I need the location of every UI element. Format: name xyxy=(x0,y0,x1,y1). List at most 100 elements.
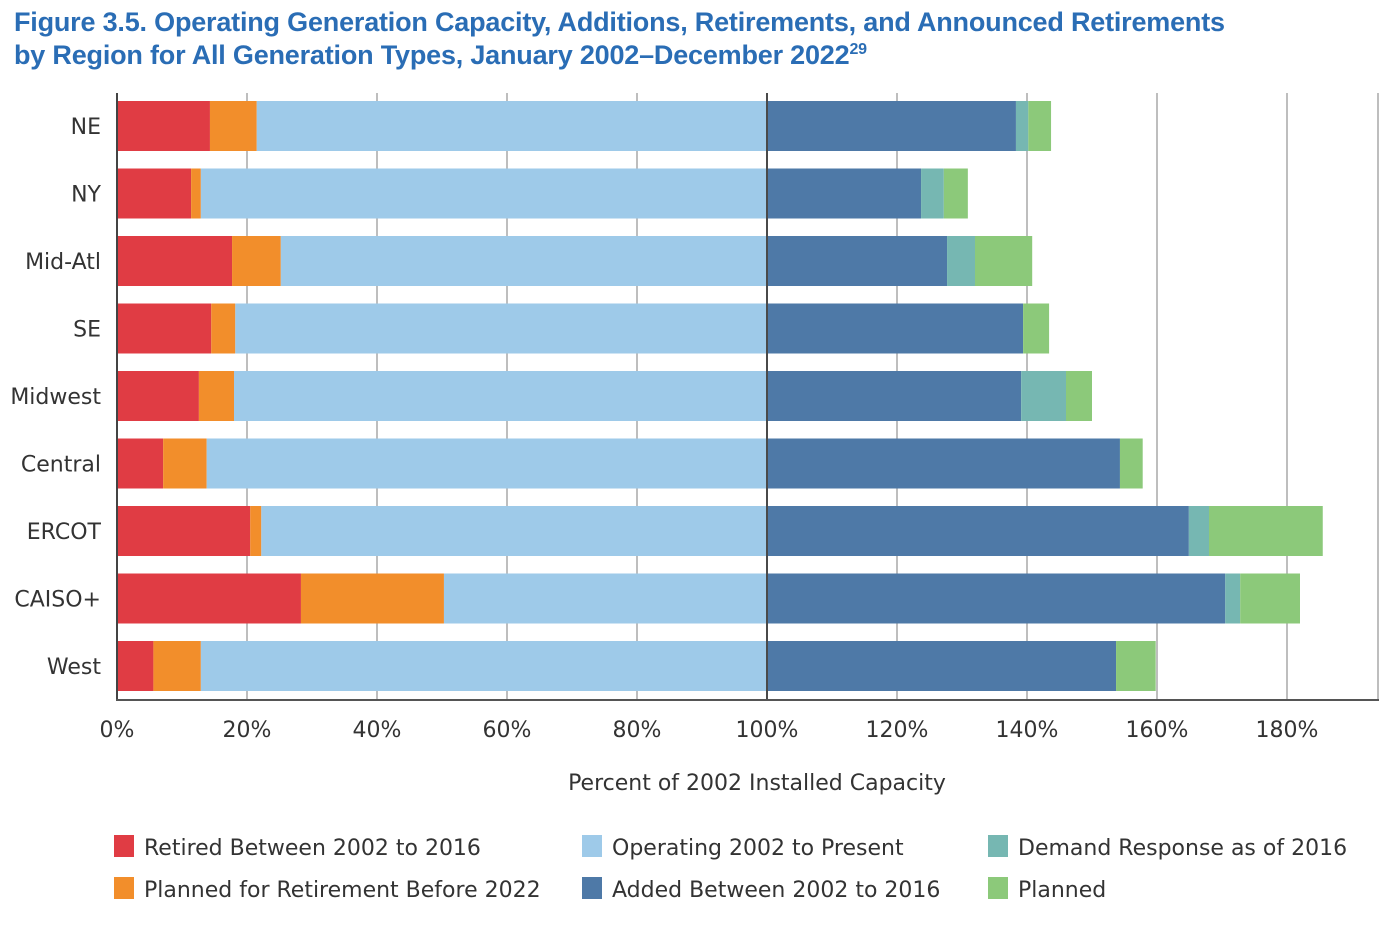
bar-segment xyxy=(200,168,768,219)
category-label: NY xyxy=(71,183,101,208)
bar-segment xyxy=(1240,573,1300,624)
bar-segment xyxy=(256,101,767,151)
legend-swatch xyxy=(114,877,134,899)
category-label: CAISO+ xyxy=(14,588,101,613)
bar-segment xyxy=(280,236,767,286)
legend-swatch xyxy=(988,877,1008,899)
bar-segment xyxy=(1015,101,1029,151)
bar-segment xyxy=(117,303,212,354)
chart-title-line-2: by Region for All Generation Types, Janu… xyxy=(14,40,867,70)
bar-segment xyxy=(1021,371,1066,421)
bar-segment xyxy=(117,168,192,219)
bar-segment xyxy=(234,371,767,421)
bar-group xyxy=(117,506,1323,556)
bar-segment xyxy=(767,371,1022,421)
bar-segment xyxy=(947,236,975,286)
bar-segment xyxy=(767,236,948,286)
bar-segment xyxy=(211,303,236,354)
legend-item: Operating 2002 to Present xyxy=(582,835,904,861)
bar-group xyxy=(117,371,1092,421)
bar-group xyxy=(117,641,1156,691)
bar-group xyxy=(117,303,1050,354)
bar-segment xyxy=(191,168,201,219)
legend-label: Retired Between 2002 to 2016 xyxy=(144,836,481,861)
bar-segment xyxy=(1116,641,1156,691)
category-label: SE xyxy=(73,318,101,343)
bar-segment xyxy=(261,506,767,556)
legend-label: Planned xyxy=(1018,878,1106,903)
bar-group xyxy=(117,573,1300,624)
bar-segment xyxy=(206,438,767,489)
bar-segment xyxy=(232,236,281,286)
category-label: Central xyxy=(21,453,101,478)
bar-group xyxy=(117,168,968,219)
x-tick-label: 60% xyxy=(483,718,532,743)
chart-title: Figure 3.5. Operating Generation Capacit… xyxy=(14,6,1394,72)
category-label: West xyxy=(47,655,101,680)
bar-segment xyxy=(1225,573,1241,624)
x-tick-label: 180% xyxy=(1256,718,1319,743)
bar-segment xyxy=(117,371,199,421)
bar-segment xyxy=(975,236,1033,286)
bar-segment xyxy=(117,438,164,489)
bar-group xyxy=(117,236,1033,286)
bars xyxy=(117,101,1323,691)
bar-group xyxy=(117,101,1052,151)
bar-segment xyxy=(163,438,207,489)
bar-segment xyxy=(250,506,262,556)
legend-label: Planned for Retirement Before 2022 xyxy=(144,878,541,903)
category-labels: NE NY Mid-Atl SE Midwest Central ERCOT CAISO+ We… xyxy=(10,115,101,680)
bar-segment xyxy=(117,101,210,151)
category-label: NE xyxy=(71,115,101,140)
x-tick-label: 20% xyxy=(223,718,272,743)
x-tick-label: 80% xyxy=(613,718,662,743)
bar-segment xyxy=(235,303,768,354)
bar-segment xyxy=(117,641,154,691)
legend-swatch xyxy=(582,835,602,857)
bar-segment xyxy=(767,438,1120,489)
bar-segment xyxy=(1023,303,1050,354)
x-tick-label: 0% xyxy=(100,718,135,743)
bar-segment xyxy=(1028,101,1052,151)
x-tick-label: 140% xyxy=(996,718,1059,743)
bar-segment xyxy=(767,101,1016,151)
legend-item: Planned xyxy=(988,877,1106,903)
legend-swatch xyxy=(114,835,134,857)
bar-segment xyxy=(300,573,444,624)
bar-group xyxy=(117,438,1143,489)
title-footnote: 29 xyxy=(849,41,867,58)
legend-swatch xyxy=(988,835,1008,857)
bar-segment xyxy=(443,573,767,624)
x-tick-labels: 0% 20% 40% 60% 80% 100% 120% 140% 160% 180% xyxy=(100,718,1319,743)
bar-segment xyxy=(198,371,234,421)
legend-item: Retired Between 2002 to 2016 xyxy=(114,835,481,861)
legend-item: Demand Response as of 2016 xyxy=(988,835,1347,861)
axes xyxy=(116,93,1379,701)
bar-segment xyxy=(1119,438,1143,489)
legend-label: Added Between 2002 to 2016 xyxy=(612,878,940,903)
bar-segment xyxy=(767,168,922,219)
bar-segment xyxy=(767,641,1117,691)
chart-title-line-1: Figure 3.5. Operating Generation Capacit… xyxy=(14,7,1225,37)
category-label: Mid-Atl xyxy=(25,250,101,275)
bar-segment xyxy=(153,641,201,691)
bar-segment xyxy=(209,101,257,151)
x-tick-label: 160% xyxy=(1126,718,1189,743)
bar-segment xyxy=(943,168,968,219)
x-tick-label: 40% xyxy=(353,718,402,743)
bar-segment xyxy=(767,573,1226,624)
x-tick-label: 120% xyxy=(866,718,929,743)
category-label: Midwest xyxy=(10,385,101,410)
bar-segment xyxy=(1209,506,1323,556)
legend-label: Operating 2002 to Present xyxy=(612,836,904,861)
bar-segment xyxy=(767,303,1024,354)
bar-segment xyxy=(767,506,1189,556)
legend-item: Planned for Retirement Before 2022 xyxy=(114,877,541,903)
bar-segment xyxy=(117,506,251,556)
bar-segment xyxy=(117,236,233,286)
x-axis-title: Percent of 2002 Installed Capacity xyxy=(568,771,946,796)
legend: Retired Between 2002 to 2016 Operating 20… xyxy=(114,835,1347,903)
legend-label: Demand Response as of 2016 xyxy=(1018,836,1347,861)
x-tick-label: 100% xyxy=(736,718,799,743)
